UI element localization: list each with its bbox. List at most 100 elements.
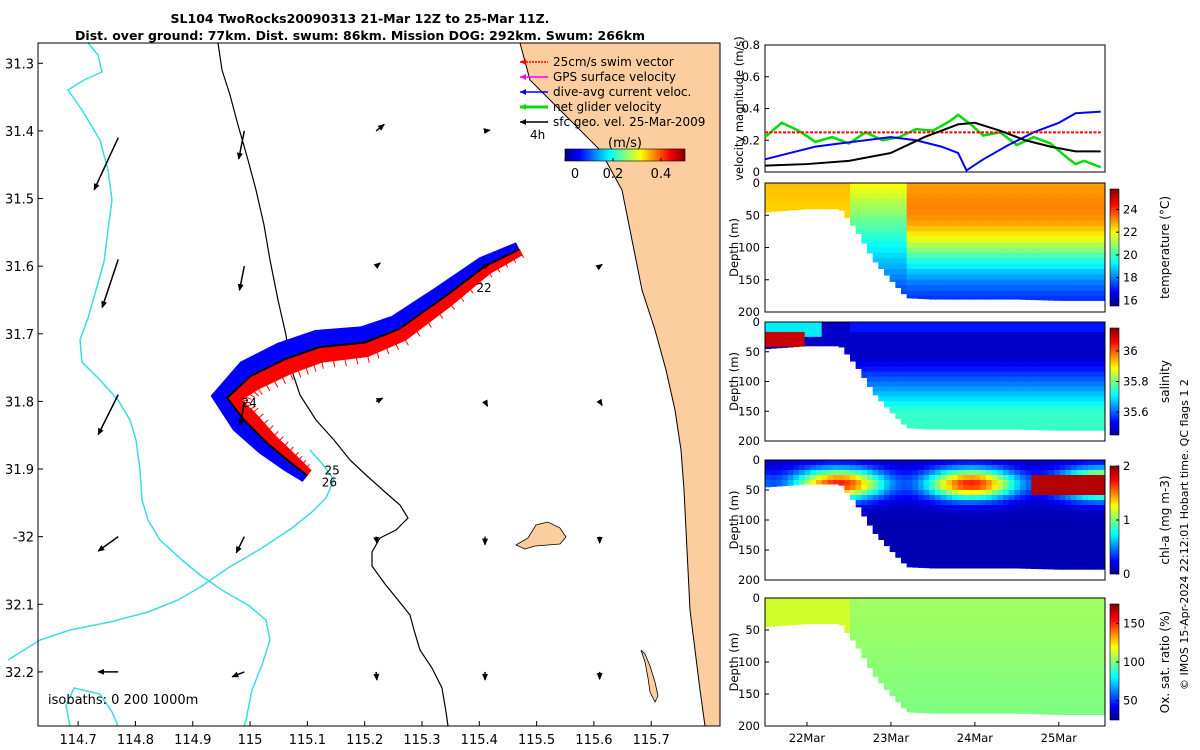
section-cell xyxy=(1088,204,1095,211)
section-cell xyxy=(1003,199,1010,205)
section-cell xyxy=(1076,694,1083,700)
section-cell xyxy=(1042,391,1049,397)
section-cell xyxy=(946,672,953,679)
section-cell xyxy=(1065,460,1072,466)
section-cell xyxy=(1076,460,1083,466)
section-cell xyxy=(918,598,925,604)
section-cell xyxy=(923,231,930,238)
section-cell xyxy=(1054,565,1061,570)
section-cell xyxy=(782,460,789,466)
section-cell xyxy=(963,710,970,714)
section-cell xyxy=(923,269,930,275)
section-cell xyxy=(1020,485,1027,491)
section-cell xyxy=(799,204,806,210)
section-cell xyxy=(861,470,868,476)
section-cell xyxy=(991,565,998,569)
section-cell xyxy=(816,331,823,338)
swim-vector xyxy=(278,441,289,454)
depth-axis-label: Depth (m) xyxy=(727,218,741,277)
section-cell xyxy=(946,704,953,711)
section-cell xyxy=(935,341,942,348)
section-cell xyxy=(878,381,885,387)
section-cell xyxy=(991,667,998,674)
section-cell xyxy=(1093,295,1100,301)
section-cell xyxy=(946,699,953,706)
section-cell xyxy=(1071,421,1078,427)
section-cell xyxy=(1054,555,1061,561)
section-cell xyxy=(901,209,908,216)
section-cell xyxy=(1025,490,1032,496)
section-cell xyxy=(929,678,936,684)
section-cell xyxy=(1042,694,1049,700)
section-cell xyxy=(1025,263,1032,270)
section-cell xyxy=(912,651,919,658)
section-cell xyxy=(1014,500,1021,506)
section-cell xyxy=(878,236,885,243)
swim-vector xyxy=(243,381,260,397)
section-cell xyxy=(770,619,777,626)
section-cell xyxy=(1048,630,1055,636)
section-cell xyxy=(867,341,874,348)
section-cell xyxy=(1048,193,1055,200)
section-cell xyxy=(918,247,925,254)
section-cell xyxy=(901,220,908,227)
section-cell xyxy=(906,694,913,700)
section-cell xyxy=(1014,183,1021,189)
section-cell xyxy=(906,274,913,281)
section-cell xyxy=(952,624,959,631)
section-cell xyxy=(957,688,964,695)
section-cell xyxy=(1099,263,1106,270)
section-cell xyxy=(1054,614,1061,620)
section-cell xyxy=(1048,199,1055,205)
section-cell xyxy=(799,188,806,195)
section-cell xyxy=(952,411,959,417)
section-cell xyxy=(957,490,964,496)
section-cell xyxy=(878,386,885,392)
section-cell xyxy=(810,183,817,189)
section-cell xyxy=(912,341,919,348)
section-cell xyxy=(912,672,919,679)
section-cell xyxy=(1037,322,1044,328)
section-cell xyxy=(1003,490,1010,496)
section-cell xyxy=(1076,346,1083,353)
section-cell xyxy=(1071,183,1078,189)
section-cell xyxy=(935,656,942,663)
section-cell xyxy=(997,535,1004,541)
section-cell xyxy=(912,485,919,491)
section-cell xyxy=(1065,710,1072,715)
section-cell xyxy=(867,199,874,205)
section-cell xyxy=(952,220,959,227)
section-cell xyxy=(1042,341,1049,348)
section-cell xyxy=(816,460,823,466)
section-cell xyxy=(1065,391,1072,397)
section-cell xyxy=(867,366,874,373)
section-cell xyxy=(1003,635,1010,642)
section-cell xyxy=(1042,421,1049,427)
section-cell xyxy=(1031,242,1038,248)
section-cell xyxy=(1099,366,1106,373)
section-cell xyxy=(1088,475,1095,481)
section-cell xyxy=(1031,555,1038,561)
section-cell xyxy=(923,515,930,521)
section-cell xyxy=(1071,525,1078,531)
section-cell xyxy=(986,183,993,189)
section-cell xyxy=(929,322,936,328)
section-cell xyxy=(1093,598,1100,604)
section-cell xyxy=(889,258,896,265)
section-cell xyxy=(1099,295,1106,301)
section-cell xyxy=(1048,285,1055,291)
section-cell xyxy=(974,540,981,546)
section-cell xyxy=(901,530,908,536)
section-cell xyxy=(1014,515,1021,521)
section-cell xyxy=(861,209,868,216)
section-cell xyxy=(872,371,879,378)
section-cell xyxy=(1065,247,1072,254)
section-cell xyxy=(1037,426,1044,431)
section-cell xyxy=(1093,672,1100,679)
section-cell xyxy=(980,475,987,481)
section-cell xyxy=(952,545,959,551)
section-cell xyxy=(940,640,947,647)
section-cell xyxy=(935,421,942,427)
section-cell xyxy=(901,193,908,200)
section-cell xyxy=(923,406,930,412)
